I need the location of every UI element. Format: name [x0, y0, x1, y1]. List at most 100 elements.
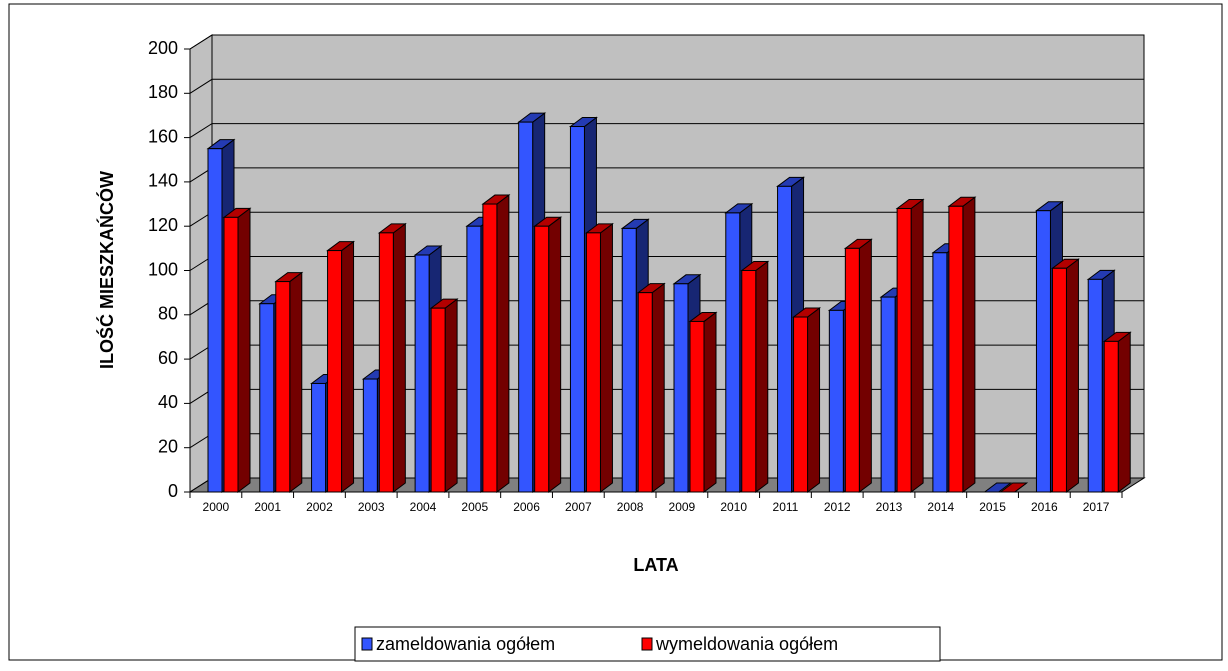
bar [326, 240, 356, 493]
legend-label: wymeldowania ogółem [655, 634, 838, 654]
bar-front [1035, 210, 1051, 493]
bar-front [482, 203, 498, 493]
bar-side [496, 194, 510, 493]
bar-front [466, 225, 482, 493]
bar [983, 482, 1013, 493]
bar-front [1087, 278, 1103, 493]
bar-front [1103, 340, 1119, 493]
bar-side [962, 196, 976, 493]
bar [533, 216, 563, 493]
x-axis-title: LATA [633, 555, 678, 575]
bar-front [378, 232, 394, 493]
bar-front [673, 283, 689, 493]
x-tick-label: 2015 [979, 500, 1006, 514]
bar-side [755, 260, 769, 493]
x-tick-label: 2007 [565, 500, 592, 514]
bar-front [689, 320, 705, 493]
bar-side [392, 222, 406, 493]
bar-front [327, 250, 343, 493]
bar [274, 271, 304, 493]
bar-side [1117, 331, 1131, 493]
y-tick-label: 180 [148, 82, 178, 102]
y-tick-label: 120 [148, 215, 178, 235]
bar-front [777, 185, 793, 493]
bar-front [534, 225, 550, 493]
x-tick-label: 2006 [513, 500, 540, 514]
bar-side [548, 216, 562, 493]
grid-line [189, 34, 1144, 50]
x-tick-label: 2016 [1031, 500, 1058, 514]
bar-front [896, 207, 912, 493]
bar-front [621, 227, 637, 493]
bar-front [585, 232, 601, 493]
bar-front [569, 126, 585, 493]
bar-front [223, 216, 239, 493]
y-tick-label: 60 [158, 348, 178, 368]
bar [481, 194, 511, 493]
bar-side [910, 198, 924, 493]
x-tick-label: 2009 [669, 500, 696, 514]
bar-front [430, 307, 446, 493]
bar-front [932, 252, 948, 493]
bar [1102, 331, 1132, 493]
y-tick-label: 0 [168, 481, 178, 501]
bar-side [599, 222, 613, 493]
bar [999, 482, 1029, 493]
bar-front [207, 148, 223, 493]
grid-line [189, 78, 1144, 94]
bar-front [637, 292, 653, 493]
bar-front [414, 254, 430, 493]
bar [636, 282, 666, 493]
legend-swatch [641, 637, 653, 651]
bar [792, 307, 822, 493]
bar-front [793, 316, 809, 493]
bar-side [703, 311, 717, 493]
legend-swatch [361, 637, 373, 651]
bar-side [1065, 258, 1079, 493]
x-tick-label: 2008 [617, 500, 644, 514]
x-tick-label: 2001 [254, 500, 281, 514]
x-tick-label: 2000 [203, 500, 230, 514]
bar-front [1051, 267, 1067, 493]
bar-side [807, 307, 821, 493]
grid-line [189, 123, 1144, 139]
bar [584, 222, 614, 493]
legend-label: zameldowania ogółem [376, 634, 555, 654]
y-tick-label: 140 [148, 171, 178, 191]
bar-side [237, 207, 251, 493]
bar-side [651, 282, 665, 493]
y-tick-label: 40 [158, 392, 178, 412]
y-tick-label: 80 [158, 304, 178, 324]
x-tick-label: 2012 [824, 500, 851, 514]
bar-front [311, 382, 327, 493]
bar-top [983, 482, 1013, 493]
bar [429, 298, 459, 493]
x-tick-label: 2004 [410, 500, 437, 514]
y-tick-label: 100 [148, 259, 178, 279]
bar [222, 207, 252, 493]
bar-side [444, 298, 458, 493]
bar [895, 198, 925, 493]
x-tick-label: 2017 [1083, 500, 1110, 514]
bar-front [259, 303, 275, 493]
x-tick-label: 2013 [876, 500, 903, 514]
bar-side [341, 240, 355, 493]
x-tick-label: 2005 [461, 500, 488, 514]
bar [1050, 258, 1080, 493]
x-tick-label: 2002 [306, 500, 333, 514]
bar [377, 222, 407, 493]
y-tick-label: 200 [148, 38, 178, 58]
bar-front [948, 205, 964, 493]
bar-front [275, 281, 291, 493]
bar [688, 311, 718, 493]
bar-side [289, 271, 303, 493]
x-tick-label: 2010 [720, 500, 747, 514]
y-axis-title: ILOŚĆ MIESZKAŃCÓW [96, 171, 117, 369]
bar-front [880, 296, 896, 493]
x-tick-label: 2014 [927, 500, 954, 514]
bar-side [858, 238, 872, 493]
bar-top [999, 482, 1029, 493]
x-tick-label: 2011 [773, 500, 799, 514]
bar-front [828, 309, 844, 493]
